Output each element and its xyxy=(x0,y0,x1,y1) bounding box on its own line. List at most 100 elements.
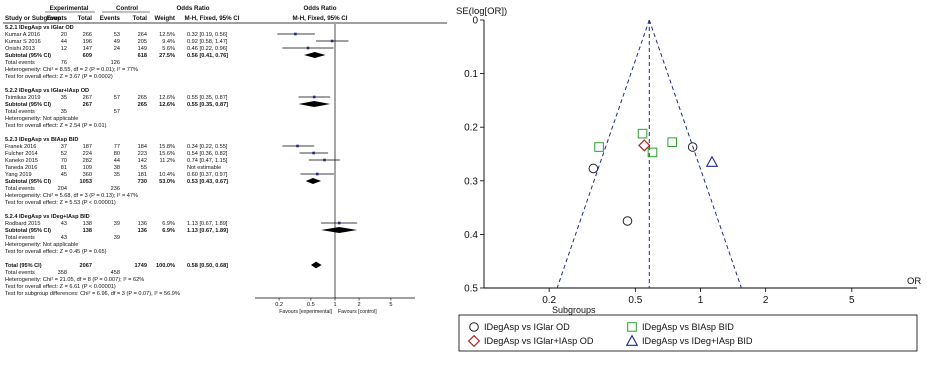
cell-total-ctl: 136 xyxy=(138,228,147,234)
cell-total-ctl: 618 xyxy=(138,53,147,59)
header-control: Control xyxy=(116,5,138,12)
cell-total-ctl: 730 xyxy=(138,179,147,185)
cell-events-ctl: 236 xyxy=(111,186,120,192)
row-label: Taneda 2016 xyxy=(5,165,37,171)
cell-weight: 100.0% xyxy=(156,263,175,269)
funnel-axes: 0 0.1 0.2 0.3 0.4 0.5 0.2 0.5 1 2 5 xyxy=(464,16,917,306)
cell-events-exp: 52 xyxy=(61,151,67,157)
legend-square-marker xyxy=(627,322,637,332)
circle-point xyxy=(622,216,633,226)
cell-total-ctl: 265 xyxy=(138,95,147,101)
subtotal-diamond xyxy=(305,178,322,184)
legend-diamond-marker xyxy=(467,334,481,348)
cell-weight: 53.0% xyxy=(159,179,175,185)
cell-total-exp: 360 xyxy=(83,172,92,178)
cell-weight: 11.2% xyxy=(160,158,175,164)
header-total-2: Total xyxy=(133,15,148,22)
row-label: Yang 2019 xyxy=(5,172,32,178)
row-label: Heterogeneity: Not applicable xyxy=(5,242,78,248)
cell-events-ctl: 53 xyxy=(114,32,120,38)
x-tick-label: 1 xyxy=(698,295,704,306)
cell-total-exp: 147 xyxy=(83,46,92,52)
forest-plot: Experimental Control Odds Ratio Odds Rat… xyxy=(3,5,447,315)
row-label: Total events xyxy=(5,109,35,115)
row-label: Heterogeneity: Chi² = 5.68, df = 3 (P = … xyxy=(5,193,138,199)
cell-events-ctl: 126 xyxy=(111,60,120,66)
study-marker xyxy=(312,95,316,99)
header-experimental: Experimental xyxy=(50,5,89,12)
row-label: Total events xyxy=(5,235,35,241)
x-tick-label: 5 xyxy=(389,302,392,308)
cell-or-ci: 0.74 [0.47, 1.15] xyxy=(187,158,228,164)
subtotal-diamond xyxy=(321,227,358,233)
cell-weight: 10.4% xyxy=(159,172,175,178)
x-tick-label: 1 xyxy=(333,302,336,308)
row-label: Test for overall effect: Z = 3.67 (P = 0… xyxy=(5,74,113,80)
funnel-ylabel: SE(log[OR]) xyxy=(456,6,507,17)
study-marker xyxy=(315,172,319,176)
square-point xyxy=(637,128,648,139)
cell-events-ctl: 44 xyxy=(114,158,120,164)
cell-events-exp: 81 xyxy=(61,165,67,171)
header-weight: Weight xyxy=(154,15,175,22)
header-or-top-right: Odds Ratio xyxy=(303,5,336,12)
cell-total-exp: 267 xyxy=(83,95,92,101)
y-tick-label: 0 xyxy=(472,16,478,27)
cell-total-exp: 2067 xyxy=(80,263,92,269)
cell-events-exp: 12 xyxy=(61,46,67,52)
y-tick-label: 0.1 xyxy=(464,69,478,80)
cell-weight: 5.6% xyxy=(162,46,175,52)
cell-events-exp: 76 xyxy=(61,60,67,66)
study-marker xyxy=(306,46,310,50)
cell-events-exp: 45 xyxy=(61,172,67,178)
cell-total-ctl: 265 xyxy=(138,102,147,108)
cell-or-ci: 0.56 [0.41, 0.76] xyxy=(187,53,228,59)
cell-weight: 12.6% xyxy=(159,95,175,101)
row-label: Subtotal (95% CI) xyxy=(5,53,51,59)
row-label: Subtotal (95% CI) xyxy=(5,179,51,185)
x-tick-label: 0.5 xyxy=(307,302,315,308)
x-tick-label: 0.2 xyxy=(275,302,283,308)
row-label: Kumar A 2016 xyxy=(5,32,40,38)
row-label: Total (95% CI) xyxy=(5,263,42,269)
row-label: Heterogeneity: Not applicable xyxy=(5,116,78,122)
legend-label: IDegAsp vs IGlar+IAsp OD xyxy=(484,336,594,346)
row-label: Test for overall effect: Z = 6.61 (P < 0… xyxy=(5,284,116,290)
cell-events-ctl: 35 xyxy=(114,172,120,178)
cell-total-exp: 267 xyxy=(83,102,92,108)
row-label: Test for overall effect: Z = 2.54 (P = 0… xyxy=(5,123,107,129)
header-study: Study or Subgroup xyxy=(5,15,61,22)
favours-right: Favours [control] xyxy=(338,309,377,315)
cell-or-ci: 0.46 [0.22, 0.96] xyxy=(187,46,228,52)
row-label: Subtotal (95% CI) xyxy=(5,228,51,234)
cell-events-exp: 43 xyxy=(61,221,67,227)
cell-total-exp: 187 xyxy=(83,144,92,150)
cell-or-ci: 1.13 [0.67, 1.89] xyxy=(187,228,228,234)
cell-events-exp: 37 xyxy=(61,144,67,150)
cell-events-ctl: 39 xyxy=(114,221,120,227)
forest-plot-area: 0.2 0.5 1 2 5 Favours [experimental] Favours [… xyxy=(255,24,415,315)
circle-point xyxy=(588,163,599,174)
cell-total-exp: 224 xyxy=(83,151,92,157)
row-label: Kumar S 2016 xyxy=(5,39,41,45)
y-tick-label: 0.3 xyxy=(464,176,478,187)
study-marker xyxy=(296,144,299,148)
legend-label: IDegAsp vs BIAsp BID xyxy=(642,322,734,332)
cell-total-exp: 109 xyxy=(83,165,92,171)
row-label: 5.2.2 IDegAsp vs IGlar+IAsp OD xyxy=(5,88,89,94)
cell-events-ctl: 49 xyxy=(114,39,120,45)
cell-weight: 6.9% xyxy=(162,221,175,227)
cell-total-ctl: 264 xyxy=(138,32,147,38)
row-label: Test for overall effect: Z = 5.53 (P < 0… xyxy=(5,200,116,206)
cell-or-ci: 0.60 [0.37, 0.97] xyxy=(187,172,228,178)
header-ci-right: M-H, Fixed, 95% CI xyxy=(292,15,347,22)
legend-label: IDegAsp vs IGlar OD xyxy=(484,322,570,332)
cell-events-ctl: 24 xyxy=(114,46,120,52)
legend-title: Subgroups xyxy=(552,305,596,315)
cell-total-exp: 609 xyxy=(83,53,92,59)
row-label: Heterogeneity: Chi² = 21.05, df = 8 (P =… xyxy=(5,277,144,283)
header-or-top-left: Odds Ratio xyxy=(176,5,209,12)
x-tick-label: 5 xyxy=(849,295,855,306)
cell-events-exp: 20 xyxy=(61,32,67,38)
